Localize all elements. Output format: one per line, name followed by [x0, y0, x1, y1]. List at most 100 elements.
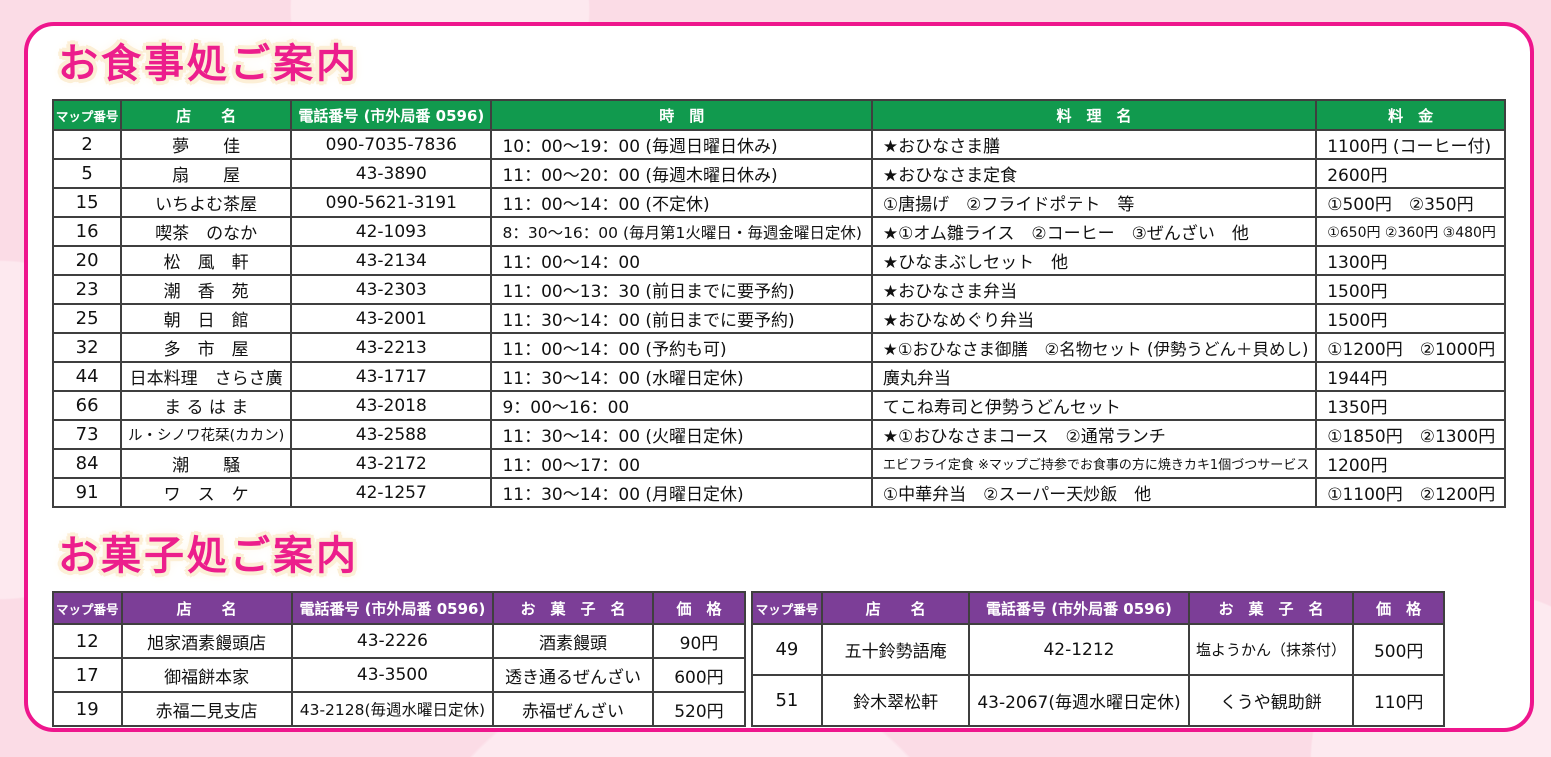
- cell-map-number: 49: [751, 623, 823, 676]
- cell-phone: 43-2001: [290, 303, 493, 334]
- column-header: 店 名: [120, 99, 293, 131]
- sweets-tables: マップ番号店 名電話番号 (市外局番 0596) お 菓 子 名価 格 12 旭家…: [52, 591, 1506, 727]
- cell-shop-name: 赤福二見支店: [120, 691, 293, 727]
- cell-shop-name: 朝 日 館: [120, 303, 293, 334]
- table-row: 32 多 市 屋 43-2213 11：00～14：00 (予約も可) ★①おひ…: [51, 332, 1506, 363]
- sweets-table-right: マップ番号店 名電話番号 (市外局番 0596) お 菓 子 名価 格 49 五十…: [751, 591, 1445, 727]
- cell-price: ①1850円 ②1300円: [1315, 419, 1506, 450]
- cell-hours: 11：00～14：00 (不定休): [490, 187, 873, 218]
- cell-phone: 42-1212: [968, 623, 1190, 676]
- cell-phone: 43-3890: [290, 158, 493, 189]
- cell-price: 90円: [651, 623, 747, 659]
- cell-shop-name: ワ ス ケ: [120, 477, 293, 508]
- cell-price: 1200円: [1315, 448, 1506, 479]
- cell-map-number: 20: [51, 245, 123, 276]
- cell-dish-name: エビフライ定食 ※マップご持参でお食事の方に焼きカキ1個づつサービス: [870, 448, 1318, 479]
- cell-price: 600円: [651, 657, 747, 693]
- dining-table-body: 2 夢 佳 090-7035-7836 10：00～19：00 (毎週日曜日休み…: [51, 129, 1506, 508]
- cell-shop-name: 潮 香 苑: [120, 274, 293, 305]
- dining-section-title: お食事処ご案内: [58, 41, 359, 87]
- cell-hours: 11：30～14：00 (月曜日定休): [490, 477, 873, 508]
- column-header: マップ番号: [51, 99, 123, 131]
- cell-map-number: 2: [51, 129, 123, 160]
- cell-price: 1300円: [1315, 245, 1506, 276]
- cell-price: ①1200円 ②1000円: [1315, 332, 1506, 363]
- cell-shop-name: 喫茶 のなか: [120, 216, 293, 247]
- cell-price: ①1100円 ②1200円: [1315, 477, 1506, 508]
- column-header: 料 理 名: [870, 99, 1318, 131]
- table-row: 23 潮 香 苑 43-2303 11：00～13：30 (前日までに要予約) …: [51, 274, 1506, 305]
- table-row: 49 五十鈴勢語庵 42-1212 塩ようかん（抹茶付） 500円: [751, 623, 1445, 676]
- cell-price: 1500円: [1315, 274, 1506, 305]
- sweets-left-table-body: 12 旭家酒素饅頭店 43-2226 酒素饅頭 90円 17 御福餅本家 43-…: [52, 623, 747, 727]
- cell-sweet-name: 赤福ぜんざい: [492, 691, 654, 727]
- cell-shop-name: 鈴木翠松軒: [820, 674, 971, 727]
- dining-header-row: マップ番号店 名電話番号 (市外局番 0596) 時 間料 理 名料 金: [51, 99, 1506, 131]
- table-row: 73 ル・シノワ花栞(カカン) 43-2588 11：30～14：00 (火曜日…: [51, 419, 1506, 450]
- cell-map-number: 84: [51, 448, 123, 479]
- cell-price: 2600円: [1315, 158, 1506, 189]
- cell-map-number: 5: [51, 158, 123, 189]
- sweets-section-title: お菓子処ご案内: [58, 533, 359, 579]
- table-row: 66 ま る は ま 43-2018 9：00～16：00 てこね寿司と伊勢うど…: [51, 390, 1506, 421]
- column-header: マップ番号: [751, 591, 823, 625]
- cell-phone: 42-1257: [290, 477, 493, 508]
- column-header: 電話番号 (市外局番 0596): [968, 591, 1190, 625]
- cell-shop-name: 御福餅本家: [120, 657, 293, 693]
- cell-phone: 090-5621-3191: [290, 187, 493, 218]
- cell-dish-name: てこね寿司と伊勢うどんセット: [870, 390, 1318, 421]
- column-header: 料 金: [1315, 99, 1506, 131]
- cell-map-number: 17: [52, 657, 123, 693]
- table-row: 5 扇 屋 43-3890 11：00～20：00 (毎週木曜日休み) ★おひな…: [51, 158, 1506, 189]
- cell-dish-name: ①唐揚げ ②フライドポテト 等: [870, 187, 1318, 218]
- cell-phone: 43-2213: [290, 332, 493, 363]
- cell-hours: 11：00～13：30 (前日までに要予約): [490, 274, 873, 305]
- cell-hours: 11：30～14：00 (前日までに要予約): [490, 303, 873, 334]
- cell-shop-name: 五十鈴勢語庵: [820, 623, 971, 676]
- cell-price: ①500円 ②350円: [1315, 187, 1506, 218]
- cell-price: 500円: [1352, 623, 1445, 676]
- cell-dish-name: ★おひなさま定食: [870, 158, 1318, 189]
- cell-dish-name: ★おひなさま膳: [870, 129, 1318, 160]
- cell-hours: 11：30～14：00 (火曜日定休): [490, 419, 873, 450]
- column-header: 価 格: [651, 591, 747, 625]
- column-header: 電話番号 (市外局番 0596): [290, 99, 493, 131]
- cell-hours: 11：00～14：00: [490, 245, 873, 276]
- sweets-table-left: マップ番号店 名電話番号 (市外局番 0596) お 菓 子 名価 格 12 旭家…: [52, 591, 747, 727]
- column-header: マップ番号: [52, 591, 123, 625]
- sweets-left-header-row: マップ番号店 名電話番号 (市外局番 0596) お 菓 子 名価 格: [52, 591, 747, 625]
- cell-price: 1100円 (コーヒー付): [1315, 129, 1506, 160]
- cell-phone: 43-2226: [290, 623, 495, 659]
- cell-map-number: 12: [52, 623, 123, 659]
- cell-shop-name: 扇 屋: [120, 158, 293, 189]
- cell-hours: 11：30～14：00 (水曜日定休): [490, 361, 873, 392]
- table-row: 20 松 風 軒 43-2134 11：00～14：00 ★ひなまぶしセット 他…: [51, 245, 1506, 276]
- table-row: 25 朝 日 館 43-2001 11：30～14：00 (前日までに要予約) …: [51, 303, 1506, 334]
- cell-map-number: 51: [751, 674, 823, 727]
- cell-phone: 43-2067(毎週水曜日定休): [968, 674, 1190, 727]
- sweets-right-header-row: マップ番号店 名電話番号 (市外局番 0596) お 菓 子 名価 格: [751, 591, 1445, 625]
- cell-shop-name: 日本料理 さらさ廣: [120, 361, 293, 392]
- cell-dish-name: ★①おひなさま御膳 ②名物セット (伊勢うどん＋貝めし): [870, 332, 1318, 363]
- column-header: 電話番号 (市外局番 0596): [290, 591, 495, 625]
- cell-sweet-name: 透き通るぜんざい: [492, 657, 654, 693]
- cell-map-number: 15: [51, 187, 123, 218]
- cell-hours: 9：00～16：00: [490, 390, 873, 421]
- cell-dish-name: ★①オム雛ライス ②コーヒー ③ぜんざい 他: [870, 216, 1318, 247]
- flyer-card: お食事処ご案内 マップ番号店 名電話番号 (市外局番 0596) 時 間料 理 名…: [24, 22, 1534, 732]
- cell-shop-name: ま る は ま: [120, 390, 293, 421]
- table-row: 19 赤福二見支店 43-2128(毎週水曜日定休) 赤福ぜんざい 520円: [52, 691, 747, 727]
- cell-shop-name: ル・シノワ花栞(カカン): [120, 419, 293, 450]
- cell-dish-name: 廣丸弁当: [870, 361, 1318, 392]
- cell-phone: 090-7035-7836: [290, 129, 493, 160]
- cell-price: 1350円: [1315, 390, 1506, 421]
- dining-table: マップ番号店 名電話番号 (市外局番 0596) 時 間料 理 名料 金 2 夢 …: [51, 99, 1506, 508]
- table-row: 12 旭家酒素饅頭店 43-2226 酒素饅頭 90円: [52, 623, 747, 659]
- column-header: 価 格: [1352, 591, 1445, 625]
- table-row: 16 喫茶 のなか 42-1093 8：30～16：00 (毎月第1火曜日・毎週…: [51, 216, 1506, 247]
- cell-dish-name: ★①おひなさまコース ②通常ランチ: [870, 419, 1318, 450]
- cell-price: 1944円: [1315, 361, 1506, 392]
- column-header: お 菓 子 名: [1187, 591, 1355, 625]
- column-header: 時 間: [490, 99, 873, 131]
- cell-hours: 11：00～17：00: [490, 448, 873, 479]
